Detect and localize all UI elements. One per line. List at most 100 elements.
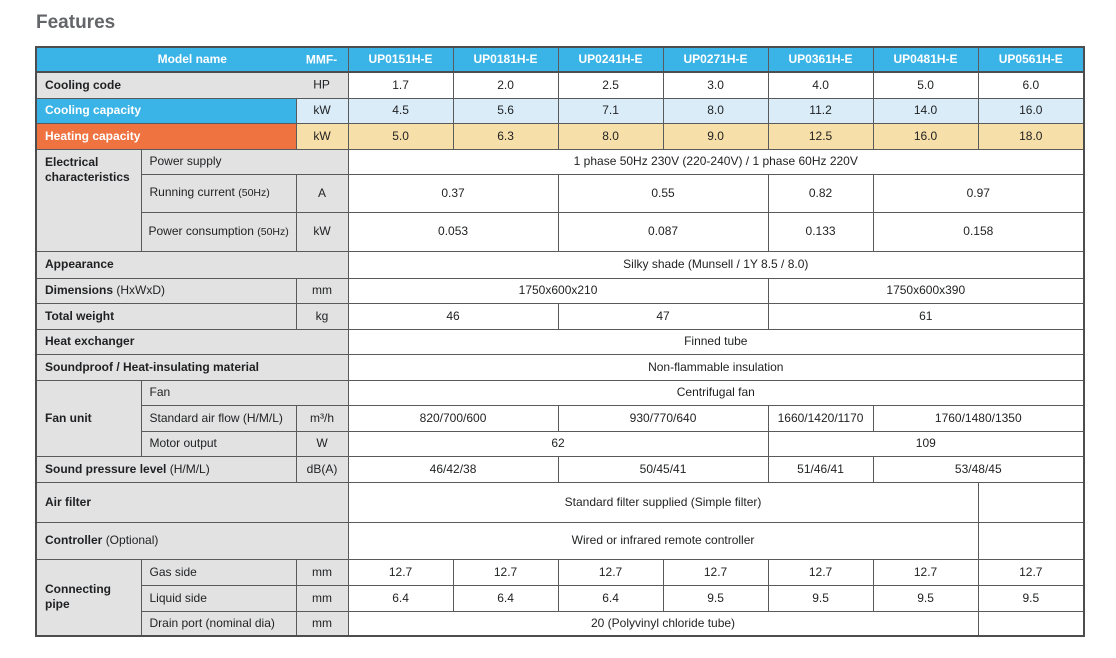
- heating-capacity-value: 5.0: [347, 122, 454, 150]
- model-header: UP0481H-E: [872, 46, 979, 73]
- drain-port-unit: mm: [295, 610, 349, 637]
- running-current-suffix: (50Hz): [238, 187, 270, 200]
- liquid-side-value: 6.4: [347, 584, 454, 612]
- air-flow-value: 1660/1420/1170: [767, 404, 874, 432]
- soundproof-label: Soundproof / Heat-insulating material: [35, 353, 349, 381]
- running-current-unit: A: [295, 173, 349, 213]
- model-name-label: Model name: [157, 52, 227, 66]
- cooling-code-label: Cooling code: [45, 77, 121, 92]
- air-flow-unit: m³/h: [295, 404, 349, 432]
- liquid-side-unit: mm: [295, 584, 349, 612]
- row-drain-port: Drain port (nominal dia) mm 20 (Polyviny…: [36, 610, 1085, 637]
- cooling-capacity-label: Cooling capacity: [35, 97, 297, 124]
- cooling-code-unit: HP: [313, 77, 330, 92]
- running-current-value: 0.37: [347, 173, 559, 213]
- liquid-side-value: 6.4: [452, 584, 559, 612]
- power-consumption-value: 0.087: [557, 211, 769, 252]
- gas-side-value: 12.7: [872, 558, 979, 586]
- heating-capacity-value: 16.0: [872, 122, 979, 150]
- soundproof-value: Non-flammable insulation: [347, 353, 1085, 381]
- cooling-code-label-cell: Cooling code HP: [35, 71, 349, 99]
- total-weight-value: 61: [767, 302, 1085, 330]
- appearance-label: Appearance: [35, 250, 349, 279]
- liquid-side-value: 9.5: [977, 584, 1085, 612]
- gas-side-value: 12.7: [557, 558, 664, 586]
- row-heat-exchanger: Heat exchanger Finned tube: [35, 328, 1085, 355]
- row-power-supply: Electrical characteristics Power supply …: [35, 148, 1085, 252]
- heating-capacity-value: 9.0: [662, 122, 769, 150]
- total-weight-value: 47: [557, 302, 769, 330]
- row-cooling-capacity: Cooling capacity kW 4.5 5.6 7.1 8.0 11.2…: [35, 97, 1085, 124]
- heating-capacity-value: 6.3: [452, 122, 559, 150]
- cooling-code-value: 3.0: [662, 71, 769, 99]
- total-weight-label: Total weight: [35, 302, 297, 330]
- heating-capacity-value: 12.5: [767, 122, 874, 150]
- air-flow-value: 820/700/600: [347, 404, 559, 432]
- air-filter-value: Standard filter supplied (Simple filter): [347, 481, 979, 523]
- cooling-capacity-value: 5.6: [452, 97, 559, 124]
- liquid-side-label: Liquid side: [140, 584, 297, 612]
- cooling-capacity-value: 7.1: [557, 97, 664, 124]
- gas-side-value: 12.7: [662, 558, 769, 586]
- empty-cell: [977, 610, 1085, 637]
- cooling-capacity-value: 16.0: [977, 97, 1085, 124]
- sound-pressure-suffix: (H/M/L): [169, 461, 210, 476]
- row-air-filter: Air filter Standard filter supplied (Sim…: [35, 481, 1085, 523]
- row-appearance: Appearance Silky shade (Munsell / 1Y 8.5…: [35, 250, 1085, 279]
- total-weight-unit: kg: [295, 302, 349, 330]
- electrical-section-label: Electrical characteristics: [35, 148, 142, 252]
- power-consumption-label: Power consumption (50Hz): [140, 211, 297, 252]
- dimensions-unit: mm: [295, 277, 349, 304]
- power-consumption-unit: kW: [295, 211, 349, 252]
- running-current-label: Running current (50Hz): [140, 173, 297, 213]
- sound-pressure-value: 53/48/45: [872, 455, 1085, 483]
- cooling-code-value: 1.7: [347, 71, 454, 99]
- appearance-value: Silky shade (Munsell / 1Y 8.5 / 8.0): [347, 250, 1085, 279]
- row-liquid-side: Liquid side mm 6.4 6.4 6.4 9.5 9.5 9.5 9…: [36, 584, 1085, 612]
- motor-output-value: 62: [347, 430, 769, 457]
- row-heating-capacity: Heating capacity kW 5.0 6.3 8.0 9.0 12.5…: [35, 122, 1085, 150]
- dimensions-suffix: (HxWxD): [116, 283, 166, 297]
- row-dimensions: Dimensions (HxWxD) mm 1750x600x210 1750x…: [35, 277, 1085, 304]
- row-motor-output: Motor output W 62 109: [36, 430, 1085, 457]
- cooling-code-value: 2.0: [452, 71, 559, 99]
- dimensions-label: Dimensions (HxWxD): [35, 277, 297, 304]
- air-flow-label: Standard air flow (H/M/L): [140, 404, 297, 432]
- liquid-side-value: 9.5: [767, 584, 874, 612]
- heat-exchanger-value: Finned tube: [347, 328, 1085, 355]
- sound-pressure-value: 46/42/38: [347, 455, 559, 483]
- model-name-label-cell: Model name MMF-: [35, 46, 349, 73]
- controller-suffix: (Optional): [105, 533, 159, 547]
- empty-cell: [977, 521, 1085, 560]
- liquid-side-value: 6.4: [557, 584, 664, 612]
- gas-side-label: Gas side: [140, 558, 297, 586]
- cooling-capacity-value: 8.0: [662, 97, 769, 124]
- row-fan: Fan unit Fan Centrifugal fan: [35, 379, 1085, 457]
- empty-cell: [977, 481, 1085, 523]
- controller-value: Wired or infrared remote controller: [347, 521, 979, 560]
- sound-pressure-label: Sound pressure level (H/M/L): [35, 455, 297, 483]
- cooling-capacity-unit: kW: [295, 97, 349, 124]
- sound-pressure-value: 51/46/41: [767, 455, 874, 483]
- power-supply-label: Power supply: [140, 148, 349, 175]
- cooling-capacity-value: 11.2: [767, 97, 874, 124]
- gas-side-value: 12.7: [452, 558, 559, 586]
- model-header: UP0361H-E: [767, 46, 874, 73]
- row-power-consumption: Power consumption (50Hz) kW 0.053 0.087 …: [36, 211, 1085, 252]
- cooling-code-value: 4.0: [767, 71, 874, 99]
- model-header: UP0271H-E: [662, 46, 769, 73]
- connecting-pipe-section-label: Connecting pipe: [35, 558, 142, 637]
- gas-side-value: 12.7: [767, 558, 874, 586]
- power-consumption-suffix: (50Hz): [257, 225, 289, 238]
- heating-capacity-value: 18.0: [977, 122, 1085, 150]
- liquid-side-value: 9.5: [872, 584, 979, 612]
- dimensions-value: 1750x600x390: [767, 277, 1085, 304]
- motor-output-value: 109: [767, 430, 1085, 457]
- drain-port-value: 20 (Polyvinyl chloride tube): [347, 610, 979, 637]
- gas-side-value: 12.7: [347, 558, 454, 586]
- liquid-side-value: 9.5: [662, 584, 769, 612]
- row-model-name: Model name MMF- UP0151H-E UP0181H-E UP02…: [35, 46, 1085, 73]
- heating-capacity-value: 8.0: [557, 122, 664, 150]
- cooling-code-value: 2.5: [557, 71, 664, 99]
